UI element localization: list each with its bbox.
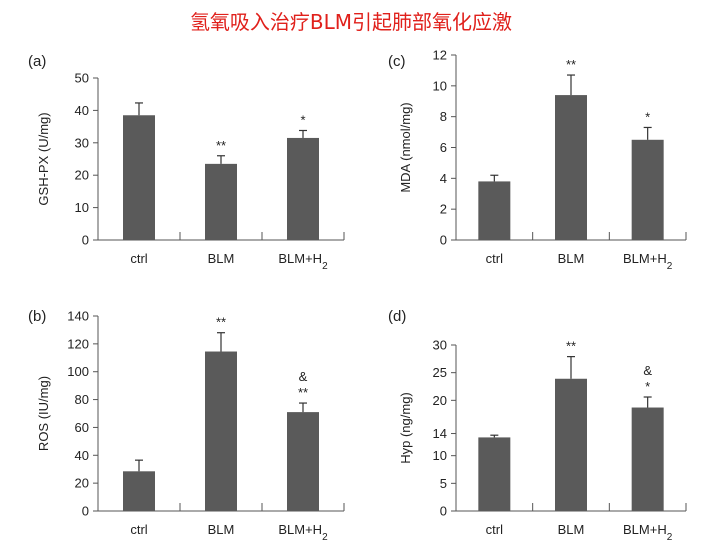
bar-1 — [478, 437, 511, 511]
bar-1 — [123, 471, 155, 511]
y-tick-label: 25 — [433, 365, 447, 380]
bar-2 — [205, 163, 237, 240]
x-category-label: ctrl — [486, 522, 503, 537]
y-tick-label: 0 — [440, 504, 447, 519]
chart-panel-2: (c) MDA (nmol/mg) 0 2 4 6 8 10 12 ctrl ** BLM * BLM+H… — [388, 48, 687, 272]
y-tick-label: 10 — [433, 78, 447, 93]
significance-marker: * — [300, 112, 305, 127]
y-tick-label: 10 — [433, 448, 447, 463]
y-tick-label: 100 — [67, 364, 89, 379]
panel-label: (c) — [388, 53, 406, 70]
y-axis-label: ROS (IU/mg) — [36, 376, 51, 451]
bar-3 — [287, 137, 319, 240]
x-category-label: BLM+H2 — [278, 251, 328, 272]
y-tick-label: 5 — [440, 476, 447, 491]
y-tick-label: 80 — [75, 392, 89, 407]
y-tick-label: 14 — [433, 426, 447, 441]
y-tick-label: 8 — [440, 109, 447, 124]
y-axis-label: Hyp (ng/mg) — [398, 392, 413, 464]
y-tick-label: 140 — [67, 309, 89, 324]
y-tick-label: 50 — [75, 71, 89, 86]
y-tick-label: 40 — [75, 448, 89, 463]
x-category-label: ctrl — [486, 251, 503, 266]
y-tick-label: 30 — [433, 338, 447, 353]
significance-marker: ** — [566, 339, 576, 354]
page-title: 氢氧吸入治疗BLM引起肺部氧化应激 — [189, 10, 513, 34]
bar-1 — [478, 181, 511, 240]
x-category-label: BLM — [208, 522, 235, 537]
significance-marker: ** — [216, 138, 226, 153]
y-tick-label: 60 — [75, 420, 89, 435]
y-tick-label: 20 — [75, 168, 89, 183]
y-tick-label: 0 — [82, 504, 89, 519]
chart-panel-3: (b) ROS (IU/mg) 0 20 40 60 80 100 120 140 ctrl ** BL… — [28, 308, 345, 543]
significance-marker: & — [643, 363, 652, 378]
y-tick-label: 30 — [75, 135, 89, 150]
significance-marker: ** — [298, 385, 308, 400]
y-tick-label: 20 — [433, 393, 447, 408]
bar-3 — [631, 139, 664, 240]
y-tick-label: 0 — [82, 233, 89, 248]
y-tick-label: 4 — [440, 171, 447, 186]
x-category-label: BLM — [558, 251, 585, 266]
chart-panel-1: (a) GSH-PX (U/mg) 0 10 20 30 40 50 ctrl ** BLM * BLM… — [28, 53, 345, 272]
significance-marker: * — [645, 379, 650, 394]
y-tick-label: 120 — [67, 336, 89, 351]
significance-marker: ** — [216, 315, 226, 330]
panel-label: (b) — [28, 308, 46, 325]
y-tick-label: 0 — [440, 233, 447, 248]
bar-2 — [555, 95, 587, 240]
significance-marker: & — [299, 369, 308, 384]
y-tick-label: 6 — [440, 140, 447, 155]
x-category-label: BLM+H2 — [623, 522, 673, 543]
bar-2 — [205, 351, 237, 511]
significance-marker: ** — [566, 57, 576, 72]
x-category-label: BLM+H2 — [278, 522, 328, 543]
x-category-label: ctrl — [130, 522, 147, 537]
bar-1 — [123, 115, 155, 240]
bar-2 — [555, 378, 587, 511]
chart-panel-4: (d) Hyp (ng/mg) 0 5 10 14 20 25 30 ctrl ** BLM &* BLM… — [388, 308, 687, 543]
bar-3 — [287, 412, 319, 511]
x-category-label: BLM — [558, 522, 585, 537]
y-axis-label: MDA (nmol/mg) — [398, 102, 413, 192]
bar-3 — [631, 407, 664, 511]
x-category-label: ctrl — [130, 251, 147, 266]
y-tick-label: 2 — [440, 202, 447, 217]
y-tick-label: 12 — [433, 48, 447, 63]
y-tick-label: 10 — [75, 200, 89, 215]
y-tick-label: 40 — [75, 103, 89, 118]
y-axis-label: GSH-PX (U/mg) — [36, 112, 51, 205]
x-category-label: BLM+H2 — [623, 251, 673, 272]
panel-label: (d) — [388, 308, 406, 325]
y-tick-label: 20 — [75, 476, 89, 491]
panel-label: (a) — [28, 53, 46, 70]
significance-marker: * — [645, 109, 650, 124]
x-category-label: BLM — [208, 251, 235, 266]
